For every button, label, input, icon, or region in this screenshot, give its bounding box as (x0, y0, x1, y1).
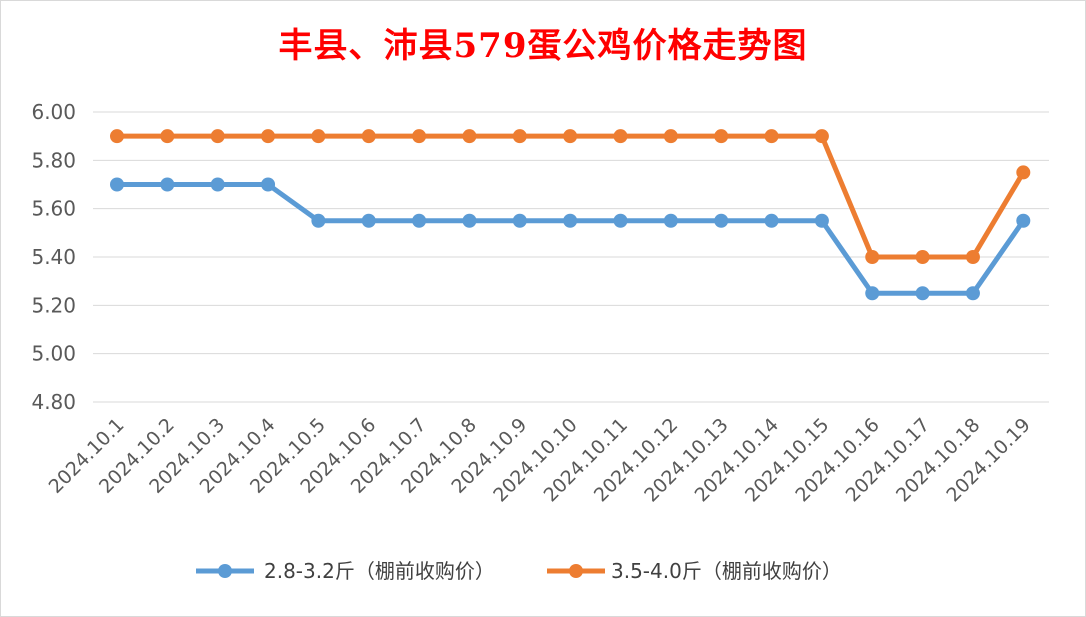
data-point (764, 213, 779, 228)
chart-title: 丰县、沛县579蛋公鸡价格走势图 (278, 26, 808, 66)
data-point (563, 129, 578, 144)
data-point (412, 129, 427, 144)
legend: 2.8-3.2斤（棚前收购价） 3.5-4.0斤（棚前收购价） (196, 559, 842, 583)
y-tick-label: 5.40 (31, 245, 76, 269)
data-point (210, 177, 225, 192)
data-point (714, 213, 729, 228)
data-point (865, 286, 880, 301)
data-point (512, 129, 527, 144)
y-tick-label: 5.80 (31, 148, 76, 172)
data-point (160, 129, 175, 144)
data-point (865, 250, 880, 264)
data-point (663, 129, 678, 144)
data-point (261, 129, 276, 144)
data-point (915, 250, 930, 264)
data-point (512, 213, 527, 228)
series-line (114, 133, 1026, 260)
series-2 (110, 129, 1031, 264)
data-point (311, 129, 326, 144)
data-point (261, 177, 276, 192)
legend-item: 3.5-4.0斤（棚前收购价） (547, 559, 842, 583)
data-point (915, 286, 930, 301)
legend-marker (569, 564, 583, 578)
legend-label: 2.8-3.2斤（棚前收购价） (264, 559, 495, 583)
data-point (965, 250, 980, 264)
data-point (563, 213, 578, 228)
y-axis-ticks: 4.80 5.00 5.20 5.40 5.60 5.80 6.00 (31, 100, 76, 414)
series-layer (110, 129, 1031, 301)
y-tick-label: 4.80 (31, 390, 76, 414)
data-point (1016, 213, 1031, 228)
data-point (311, 213, 326, 228)
data-point (764, 129, 779, 144)
data-point (462, 129, 477, 144)
legend-label: 3.5-4.0斤（棚前收购价） (611, 559, 842, 583)
data-point (110, 129, 124, 144)
data-point (613, 129, 628, 144)
data-point (814, 213, 829, 228)
legend-item: 2.8-3.2斤（棚前收购价） (196, 559, 495, 583)
series-1 (110, 177, 1031, 301)
y-tick-label: 5.20 (31, 293, 76, 317)
data-point (160, 177, 175, 192)
y-tick-label: 5.00 (31, 342, 76, 366)
data-point (814, 129, 829, 144)
data-point (714, 129, 729, 144)
data-point (361, 213, 376, 228)
data-point (412, 213, 427, 228)
legend-marker (218, 564, 232, 578)
data-point (1016, 165, 1031, 180)
data-point (965, 286, 980, 301)
y-tick-label: 5.60 (31, 197, 76, 221)
x-axis-ticks: 2024.10.12024.10.22024.10.32024.10.42024… (45, 414, 1035, 506)
data-point (361, 129, 376, 144)
data-point (663, 213, 678, 228)
data-point (210, 129, 225, 144)
data-point (110, 177, 124, 192)
series-line (114, 182, 1026, 296)
y-tick-label: 6.00 (31, 100, 76, 124)
data-point (462, 213, 477, 228)
data-point (613, 213, 628, 228)
